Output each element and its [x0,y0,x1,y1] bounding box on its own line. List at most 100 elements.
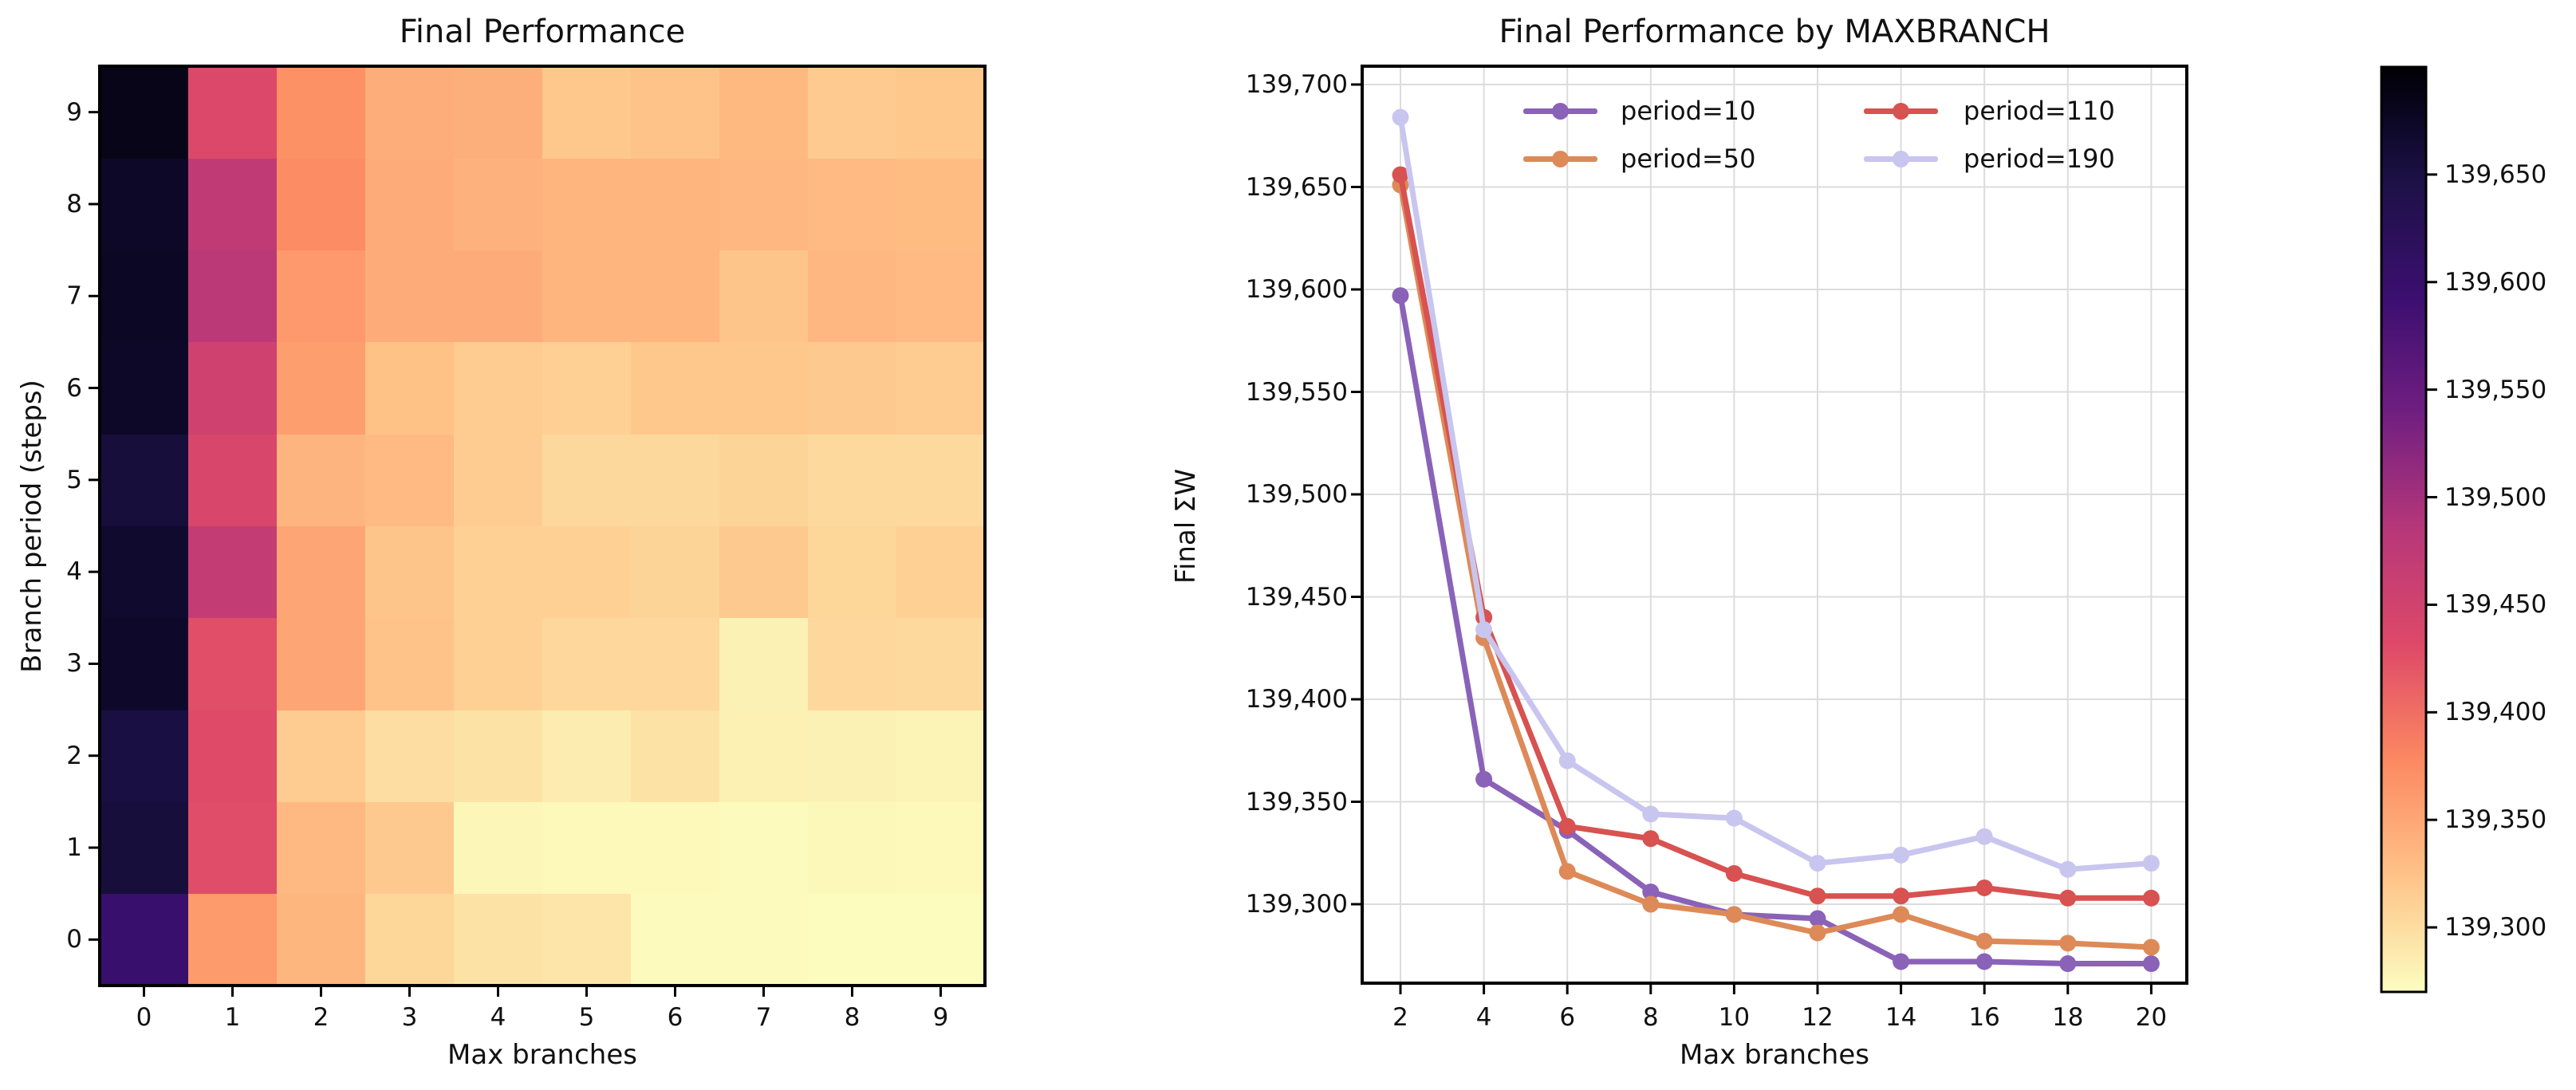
heatmap-cell [188,617,278,710]
line-y-tick-label: 139,650 [1245,172,1348,202]
data-point-period=110 [2142,889,2160,907]
heatmap-cell [277,66,366,159]
heatmap-cell [454,341,543,435]
heatmap-x-tick-label: 1 [224,1003,241,1032]
data-point-period=10 [2059,955,2077,973]
heatmap-y-tick-label: 6 [66,373,82,403]
heatmap-cell [719,801,809,895]
data-point-period=110 [1975,879,1993,896]
heatmap-cell [542,525,632,619]
heatmap-x-tick-label: 6 [667,1003,683,1032]
heatmap-cell [542,66,632,159]
line-x-tick-label: 10 [1718,1003,1751,1032]
heatmap-x-tick-label: 5 [578,1003,595,1032]
heatmap-cell [454,893,543,986]
heatmap-cell [365,801,455,895]
heatmap-cell [188,801,278,895]
heatmap-cell [631,710,720,802]
heatmap-x-tick-label: 7 [755,1003,772,1032]
data-point-period=190 [1642,805,1660,823]
data-point-period=110 [1725,864,1743,882]
heatmap-cell [896,617,986,710]
heatmap-ylabel: Branch period (steps) [16,380,48,673]
heatmap-cell [631,801,720,895]
data-point-period=190 [1809,855,1826,872]
data-point-period=190 [1725,809,1743,827]
legend-marker-dot [1893,150,1909,167]
heatmap [100,66,986,986]
heatmap-cell [542,710,632,802]
heatmap-cell [719,250,809,343]
data-point-period=50 [1558,863,1576,880]
colorbar-tick-label: 139,350 [2444,805,2547,835]
colorbar-tick-label: 139,300 [2444,913,2547,942]
heatmap-cell [542,801,632,895]
line-x-tick-label: 2 [1392,1003,1408,1032]
heatmap-x-tick-label: 4 [490,1003,506,1032]
heatmap-cell [808,525,897,619]
colorbar-tick-label: 139,500 [2444,482,2547,512]
heatmap-cell [896,250,986,343]
line-y-tick-label: 139,450 [1245,582,1348,612]
legend-marker-dot [1552,150,1569,167]
data-point-period=110 [1809,887,1826,905]
heatmap-y-tick-label: 7 [66,281,82,311]
line-x-tick-label: 6 [1559,1003,1576,1032]
heatmap-cell [631,617,720,710]
data-point-period=50 [2142,939,2160,956]
heatmap-cell [100,66,189,159]
heatmap-cell [808,250,897,343]
colorbar-tick-label: 139,400 [2444,698,2547,727]
legend-label: period=190 [1964,144,2115,174]
heatmap-cell [365,66,455,159]
heatmap-cell [719,617,809,710]
legend-marker-dot [1552,102,1569,120]
heatmap-y-tick-label: 0 [66,925,82,954]
heatmap-cell [808,893,897,986]
heatmap-cell [277,341,366,435]
data-point-period=190 [1975,828,1993,845]
data-point-period=110 [1392,166,1409,183]
heatmap-cell [808,341,897,435]
line-x-tick-label: 12 [1802,1003,1834,1032]
heatmap-cell [454,801,543,895]
heatmap-cell [808,617,897,710]
data-point-period=110 [1893,887,1910,905]
heatmap-cell [542,617,632,710]
heatmap-cell [631,341,720,435]
heatmap-x-tick-label: 2 [313,1003,329,1032]
line-chart-xlabel: Max branches [1680,1039,1869,1071]
data-point-period=10 [1893,953,1910,970]
line-x-tick-label: 4 [1475,1003,1492,1032]
heatmap-cell [896,710,986,802]
data-point-period=10 [1392,287,1409,305]
heatmap-y-tick-label: 5 [66,465,82,494]
heatmap-cell [719,341,809,435]
data-point-period=110 [1558,817,1576,835]
heatmap-cell [808,434,897,527]
heatmap-cell [896,158,986,251]
heatmap-cell [631,250,720,343]
heatmap-cell [542,434,632,527]
line-y-tick-label: 139,350 [1245,787,1348,817]
heatmap-y-tick-label: 1 [66,833,82,863]
heatmap-cell [896,893,986,986]
heatmap-x-tick-label: 8 [844,1003,861,1032]
heatmap-cell [365,341,455,435]
series-line-period=110 [1397,171,2154,901]
data-point-period=190 [2059,860,2077,878]
heatmap-y-tick-label: 4 [66,557,82,587]
heatmap-cell [454,525,543,619]
heatmap-cell [188,341,278,435]
heatmap-y-tick-label: 2 [66,741,82,770]
data-point-period=190 [1893,846,1910,864]
heatmap-cell [188,66,278,159]
data-point-period=10 [1475,770,1493,788]
heatmap-cell [719,525,809,619]
heatmap-cell [454,434,543,527]
heatmap-y-tick-label: 9 [66,97,82,127]
heatmap-cell [100,525,189,619]
heatmap-cell [631,893,720,986]
heatmap-cell [542,341,632,435]
